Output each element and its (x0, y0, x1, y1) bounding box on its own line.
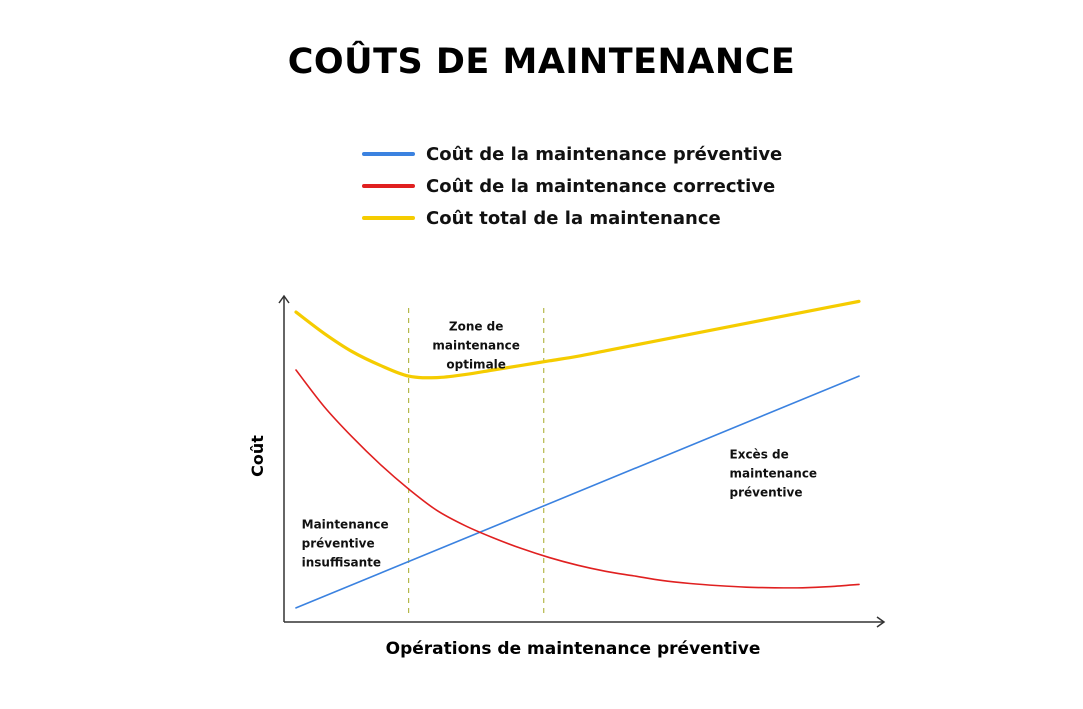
annotation-line: Maintenance (302, 518, 389, 532)
y-axis-title: Coût (248, 435, 267, 477)
annotation-line: optimale (446, 357, 506, 371)
legend-label-corrective: Coût de la maintenance corrective (426, 175, 776, 197)
legend-swatch-corrective (362, 184, 415, 188)
annotation-line: préventive (730, 485, 803, 499)
series-line-corrective (295, 369, 860, 589)
x-axis-title: Opérations de maintenance préventive (386, 639, 761, 659)
chart-title: COÛTS DE MAINTENANCE (287, 42, 796, 82)
annotation-optimal-zone: Zone de maintenance optimale (432, 319, 520, 371)
series-lines (294, 299, 861, 609)
legend-item-corrective: Coût de la maintenance corrective (362, 170, 822, 202)
legend-swatch-total (362, 216, 415, 220)
annotation-line: Zone de (449, 319, 504, 333)
legend-item-preventive: Coût de la maintenance préventive (362, 138, 822, 170)
annotation-insufficient-maintenance: Maintenance préventive insuffisante (302, 518, 389, 570)
legend-label-preventive: Coût de la maintenance préventive (426, 143, 783, 165)
annotations: Zone de maintenance optimale Excès de mainte… (302, 319, 817, 569)
axis-titles: Opérations de maintenance préventive Coût (248, 435, 760, 659)
zone-boundaries (408, 308, 545, 616)
annotation-line: préventive (302, 537, 375, 551)
legend: Coût de la maintenance préventive Coût d… (362, 138, 822, 234)
annotation-line: insuffisante (302, 556, 381, 570)
y-axis-arrow (278, 294, 290, 304)
annotation-excess-maintenance: Excès de maintenance préventive (730, 447, 818, 499)
annotation-line: maintenance (432, 338, 520, 352)
axes (278, 294, 886, 628)
annotation-line: maintenance (730, 466, 818, 480)
legend-label-total: Coût total de la maintenance (426, 207, 721, 229)
legend-item-total: Coût total de la maintenance (362, 202, 822, 234)
series-line-preventive (295, 375, 860, 609)
series-line-total (294, 299, 861, 380)
annotation-line: Excès de (730, 447, 789, 461)
x-axis-arrow (876, 616, 886, 628)
legend-swatch-preventive (362, 152, 415, 156)
